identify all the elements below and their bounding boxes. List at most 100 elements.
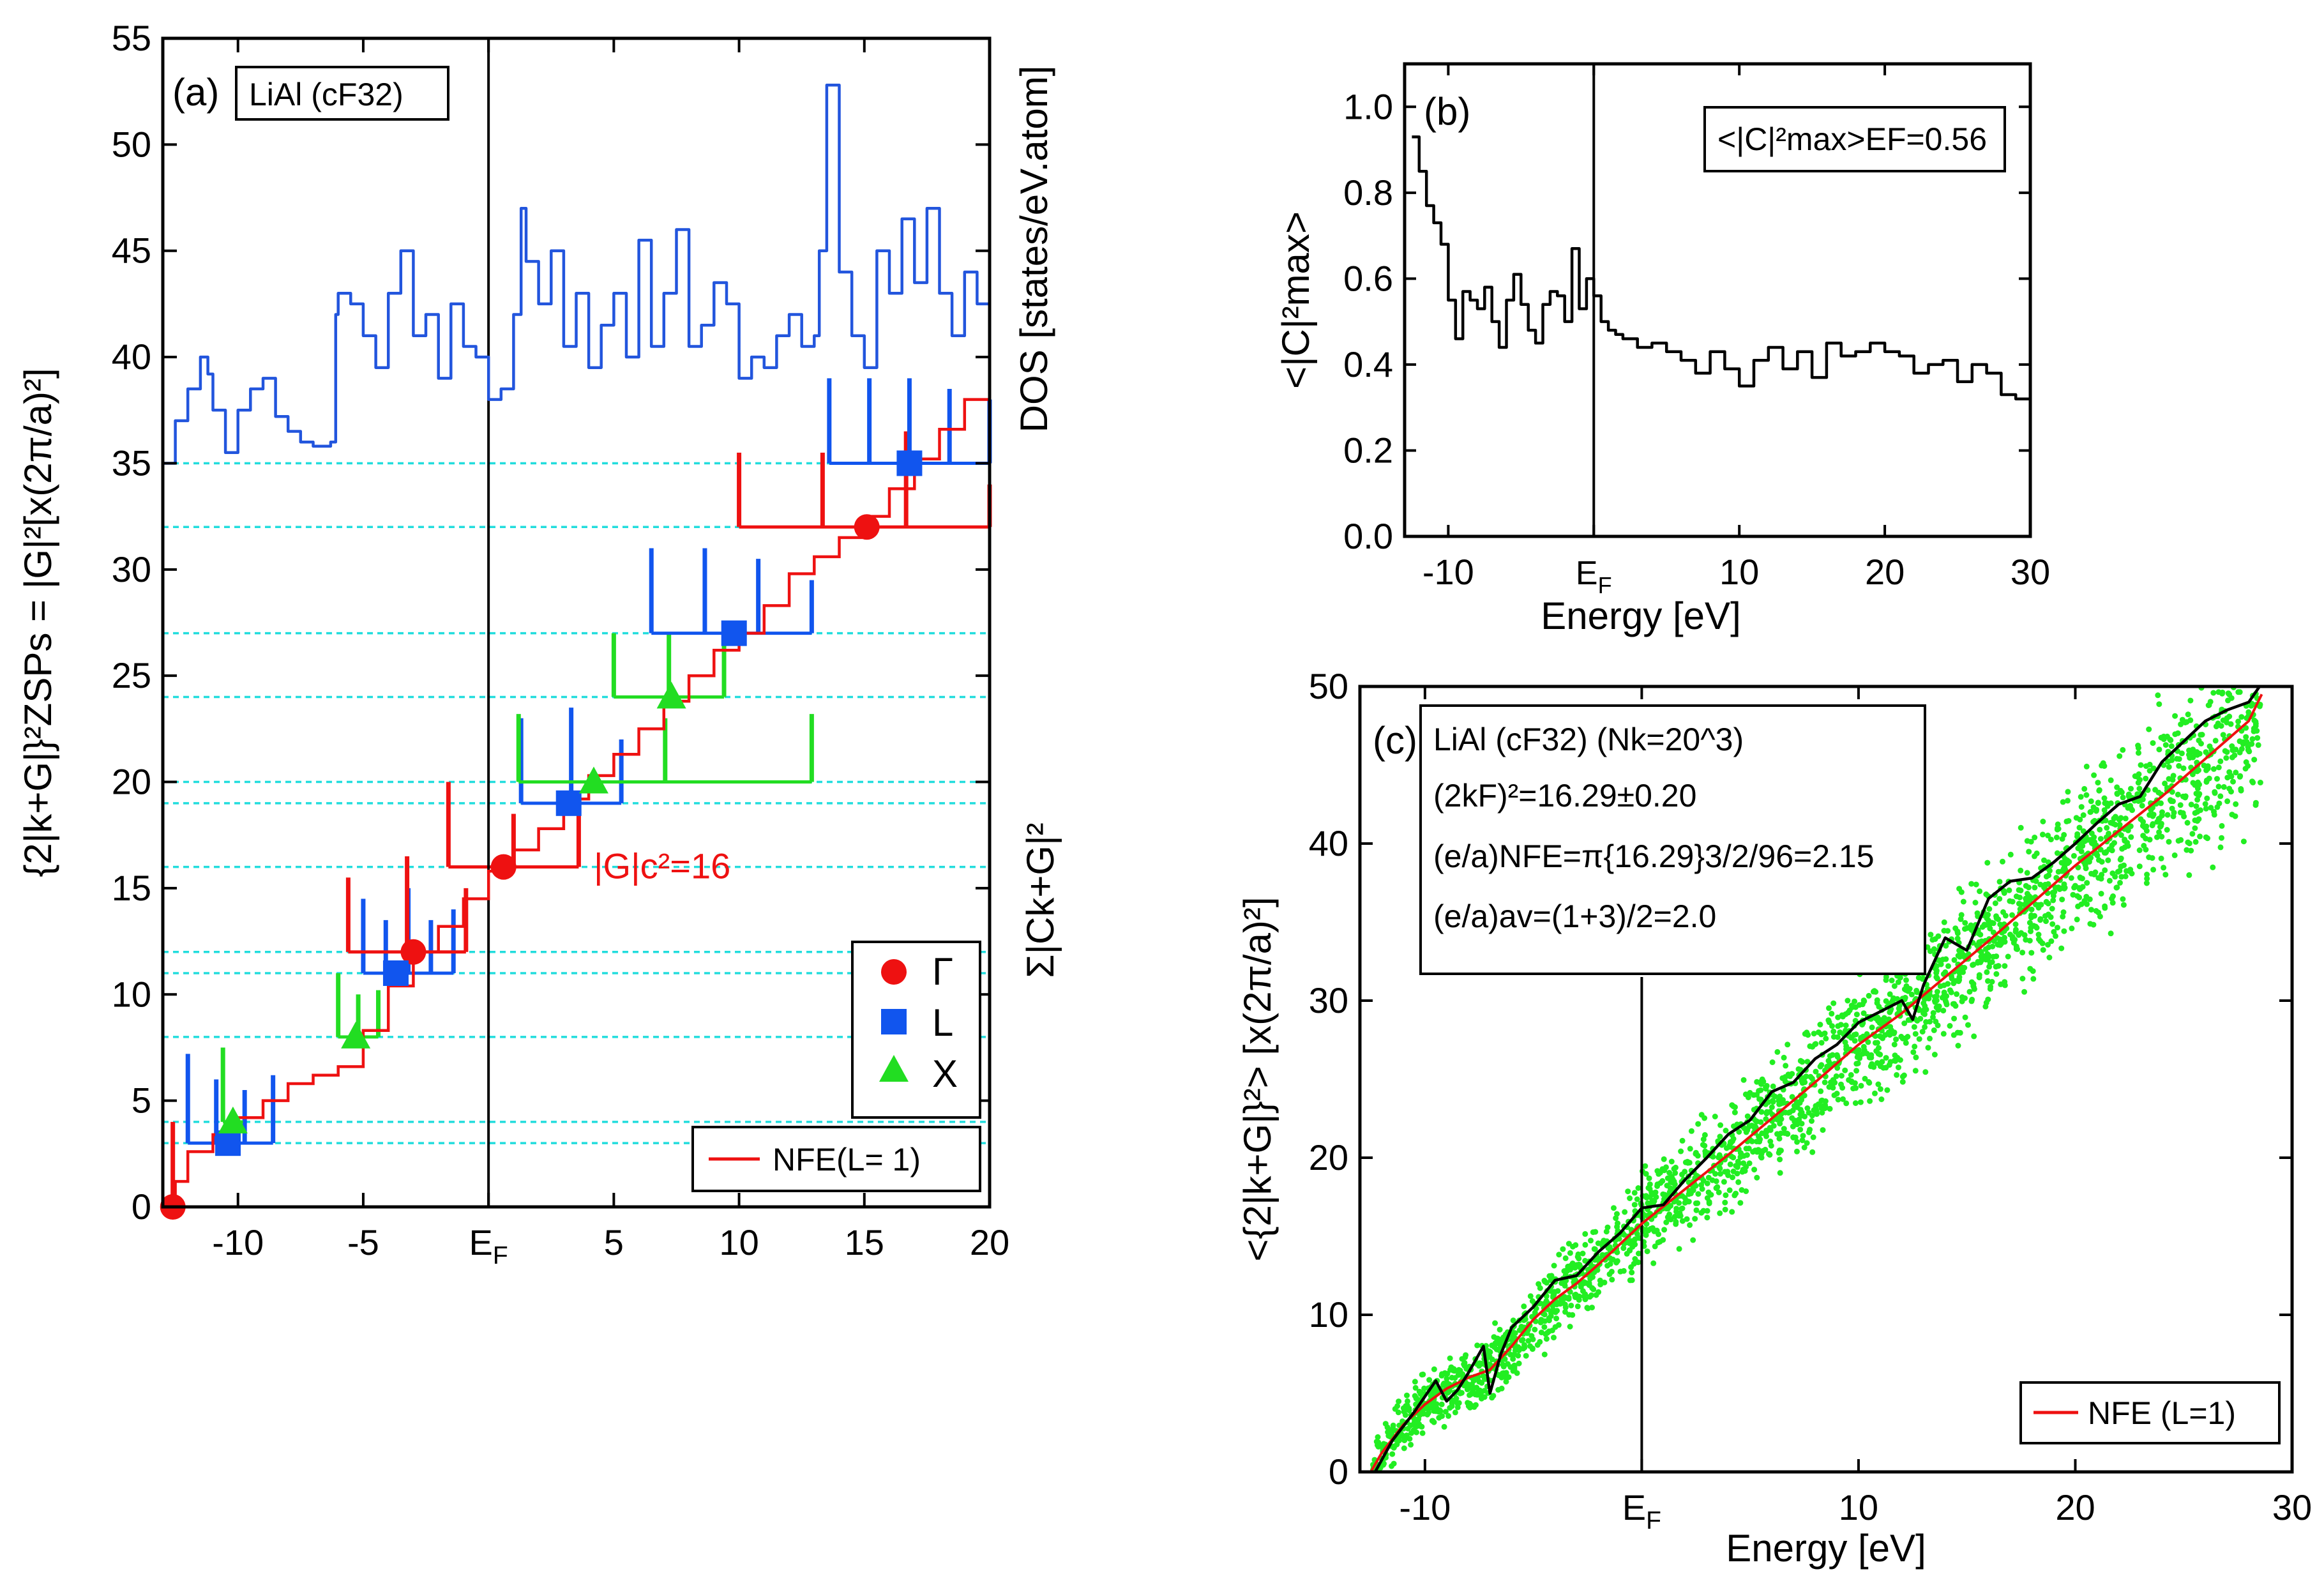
scatter-point <box>2255 742 2261 748</box>
scatter-point <box>1723 1128 1729 1133</box>
panel-a-xtick-label: 20 <box>970 1222 1009 1262</box>
scatter-point <box>1770 1083 1776 1089</box>
scatter-point <box>1525 1338 1532 1344</box>
scatter-point <box>1794 1148 1800 1155</box>
scatter-point <box>1837 1029 1843 1036</box>
scatter-point <box>2186 840 2192 847</box>
scatter-point <box>2018 867 2024 874</box>
scatter-point <box>2177 802 2184 808</box>
scatter-point <box>2102 867 2108 874</box>
scatter-point <box>1415 1397 1421 1403</box>
scatter-point <box>1553 1301 1560 1308</box>
scatter-point <box>2159 833 2165 840</box>
scatter-point <box>2114 784 2120 791</box>
scatter-point <box>1672 1170 1679 1176</box>
scatter-point <box>1516 1360 1522 1367</box>
scatter-point <box>1562 1304 1569 1310</box>
scatter-point <box>1622 1209 1628 1215</box>
scatter-point <box>1479 1380 1485 1386</box>
scatter-point <box>1862 1075 1868 1082</box>
scatter-point <box>2115 868 2121 875</box>
scatter-point <box>1389 1451 1396 1457</box>
scatter-point <box>1690 1187 1696 1193</box>
scatter-point <box>1987 986 1993 992</box>
scatter-point <box>2159 809 2165 815</box>
scatter-point <box>1620 1268 1627 1274</box>
panel-a-ck-axis-label: Σ|Ck+G|² <box>1019 822 1062 978</box>
scatter-point <box>1829 1052 1836 1058</box>
scatter-point <box>1537 1319 1544 1326</box>
panel-b-xtick-label: 10 <box>1719 552 1759 592</box>
scatter-point <box>2106 877 2113 884</box>
scatter-point <box>2055 925 2060 931</box>
scatter-point <box>2184 820 2191 826</box>
panel-a-xtick-label: 5 <box>604 1222 624 1262</box>
scatter-point <box>1860 1043 1867 1050</box>
gamma-point <box>400 939 426 965</box>
scatter-point <box>2002 934 2007 941</box>
scatter-point <box>2164 812 2171 818</box>
scatter-point <box>2227 661 2233 667</box>
scatter-point <box>2039 831 2046 838</box>
scatter-point <box>1933 1019 1939 1025</box>
scatter-point <box>1758 1119 1764 1125</box>
scatter-point <box>1537 1338 1543 1345</box>
scatter-point <box>1998 981 2004 987</box>
scatter-point <box>1441 1423 1447 1430</box>
scatter-point <box>2252 802 2259 808</box>
scatter-point <box>1676 1246 1682 1252</box>
scatter-point <box>1860 1010 1867 1017</box>
scatter-point <box>1903 987 1909 993</box>
scatter-point <box>2068 875 2074 881</box>
scatter-point <box>1942 969 1949 975</box>
scatter-point <box>2060 799 2066 805</box>
scatter-point <box>2024 838 2030 844</box>
scatter-point <box>1954 1029 1961 1036</box>
panel-b-ytick-label: 1.0 <box>1343 86 1393 126</box>
scatter-point <box>1687 1146 1693 1152</box>
scatter-point <box>2120 896 2126 902</box>
panel-a-ytick-label: 0 <box>132 1186 151 1227</box>
scatter-point <box>1704 1180 1710 1186</box>
scatter-point <box>2223 755 2230 761</box>
scatter-point <box>2088 830 2095 837</box>
panel-c-ytick-label: 40 <box>1309 823 1348 863</box>
scatter-point <box>1857 1099 1864 1105</box>
scatter-point <box>1895 979 1901 985</box>
scatter-point <box>1629 1269 1635 1276</box>
scatter-point <box>2257 780 2263 785</box>
scatter-point <box>1889 977 1895 983</box>
scatter-point <box>2135 745 2141 751</box>
scatter-point <box>2025 884 2032 891</box>
scatter-point <box>1636 1250 1641 1257</box>
scatter-point <box>1956 974 1963 980</box>
scatter-point <box>1590 1229 1596 1236</box>
scatter-point <box>1546 1328 1552 1335</box>
scatter-point <box>1954 935 1961 942</box>
scatter-point <box>1915 974 1922 981</box>
scatter-point <box>2191 749 2197 755</box>
scatter-point <box>2193 803 2200 809</box>
scatter-point <box>1770 1123 1777 1129</box>
scatter-point <box>1401 1434 1407 1441</box>
scatter-point <box>1503 1379 1509 1385</box>
scatter-point <box>1643 1227 1649 1232</box>
scatter-point <box>1527 1293 1534 1299</box>
scatter-point <box>2060 913 2066 920</box>
scatter-point <box>2138 762 2144 768</box>
panel-a-ytick-label: 50 <box>112 124 151 164</box>
scatter-point <box>2076 824 2083 831</box>
scatter-point <box>1693 1172 1700 1179</box>
scatter-point <box>1927 1035 1933 1041</box>
scatter-point <box>2009 912 2015 918</box>
scatter-point <box>2043 918 2049 925</box>
scatter-point <box>1826 1084 1832 1090</box>
panel-a-ytick-label: 45 <box>112 231 151 271</box>
x-point <box>218 1106 248 1133</box>
scatter-point <box>1588 1238 1594 1244</box>
scatter-point <box>2156 701 2162 708</box>
scatter-point <box>2006 887 2012 893</box>
scatter-point <box>2205 664 2210 670</box>
scatter-point <box>1653 1194 1659 1201</box>
scatter-point <box>1404 1392 1410 1398</box>
